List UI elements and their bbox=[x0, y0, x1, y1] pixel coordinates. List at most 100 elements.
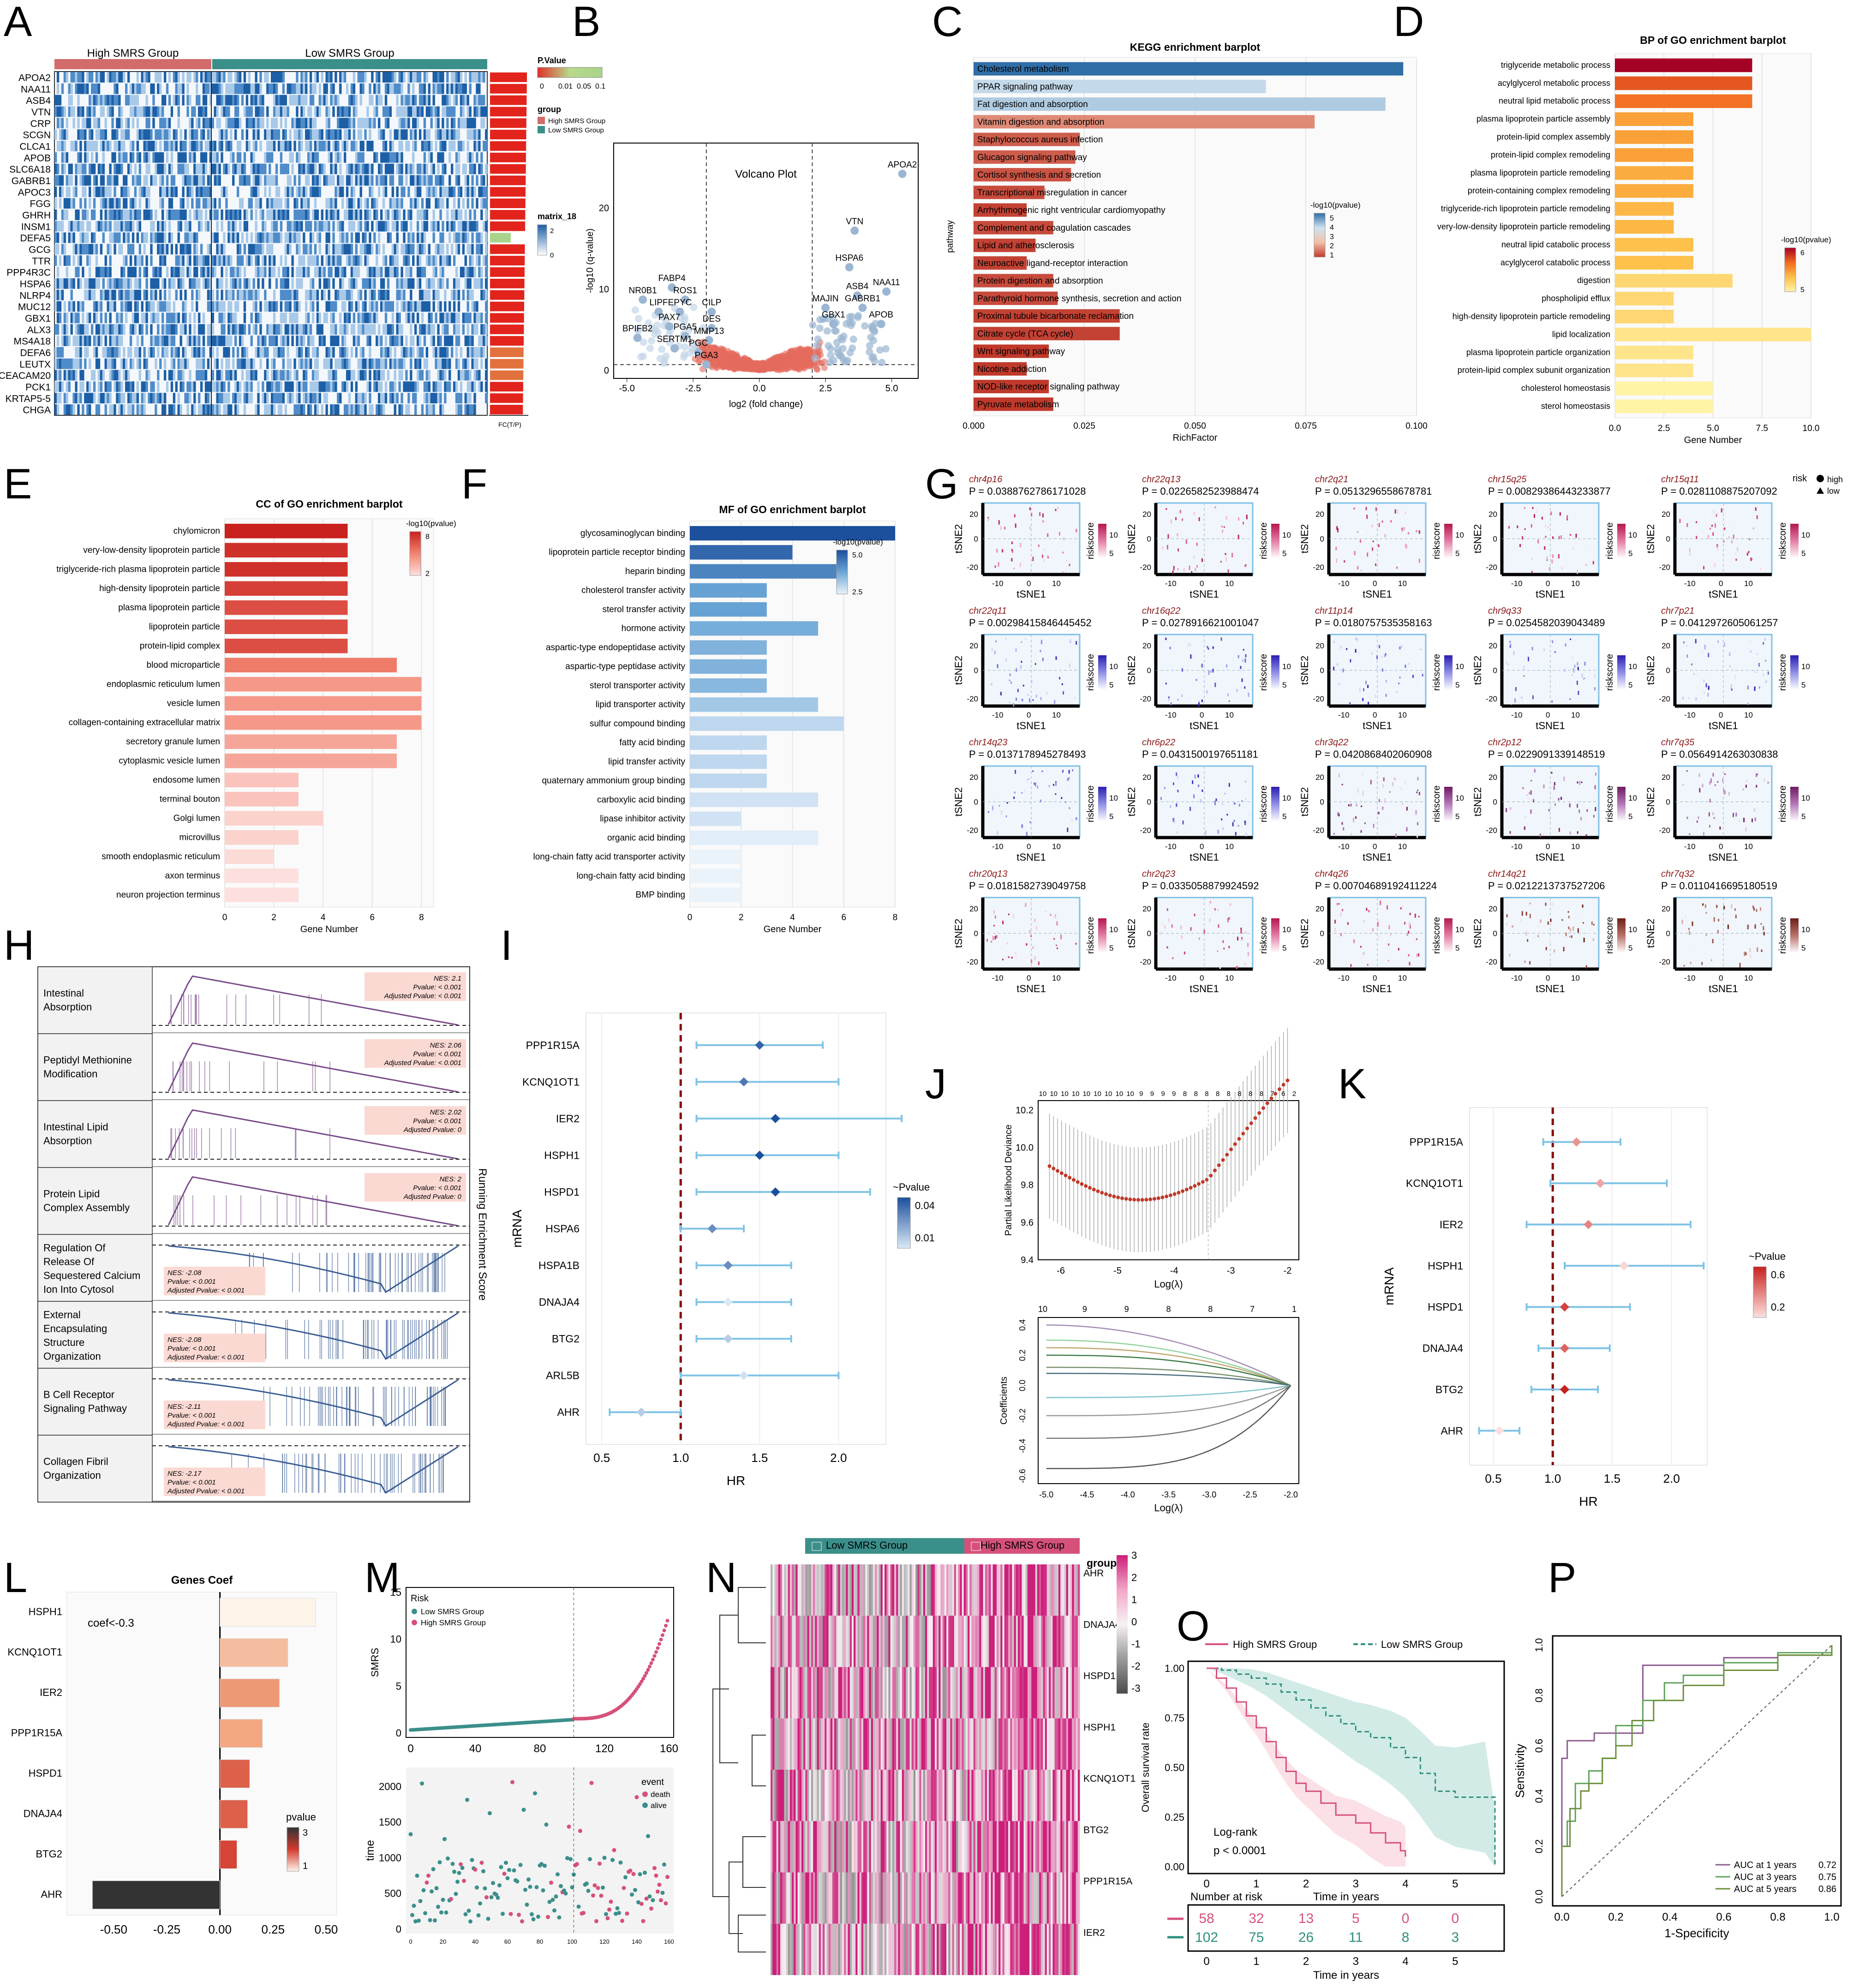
heatmap-cell bbox=[332, 163, 335, 174]
heatmap-cell bbox=[269, 404, 271, 415]
gene-label: VTN bbox=[846, 217, 863, 227]
heatmap-cell bbox=[132, 95, 135, 106]
heatmap-cell bbox=[284, 404, 287, 415]
heatmap-cell bbox=[202, 95, 205, 106]
heatmap-cell bbox=[84, 358, 87, 369]
heatmap-cell bbox=[111, 370, 114, 381]
heatmap-cell bbox=[412, 129, 415, 140]
heatmap-cell bbox=[305, 324, 308, 335]
heatmap-cell bbox=[359, 404, 362, 415]
heatmap-cell bbox=[442, 175, 444, 186]
heatmap-cell bbox=[63, 393, 66, 404]
heatmap-cell bbox=[257, 289, 260, 300]
heatmap-cell bbox=[266, 210, 269, 220]
heatmap-cell bbox=[453, 381, 456, 392]
heatmap-cell bbox=[359, 118, 362, 129]
heatmap-cell bbox=[186, 393, 189, 404]
heatmap-cell bbox=[218, 244, 221, 255]
heatmap-cell bbox=[469, 129, 472, 140]
heatmap-cell bbox=[471, 129, 474, 140]
heatmap-cell bbox=[264, 175, 267, 186]
heatmap-cell bbox=[155, 289, 157, 300]
heatmap-cell bbox=[282, 289, 285, 300]
heatmap-cell bbox=[428, 278, 430, 289]
heatmap-cell bbox=[444, 186, 447, 198]
heatmap-cell bbox=[89, 175, 91, 186]
volcano-point-down bbox=[681, 351, 688, 359]
heatmap-cell bbox=[391, 301, 394, 312]
heatmap-cell bbox=[184, 358, 187, 369]
heatmap-cell bbox=[123, 175, 126, 186]
heatmap-cell bbox=[168, 404, 171, 415]
heatmap-cell bbox=[111, 118, 114, 129]
heatmap-cell bbox=[464, 370, 467, 381]
heatmap-cell bbox=[378, 393, 381, 404]
heatmap-cell bbox=[241, 83, 244, 94]
heatmap-cell bbox=[387, 347, 390, 358]
heatmap-cell bbox=[469, 186, 472, 198]
heatmap-cell bbox=[410, 347, 412, 358]
heatmap-cell bbox=[316, 324, 319, 335]
heatmap-cell bbox=[66, 129, 69, 140]
heatmap-cell bbox=[343, 106, 347, 117]
heatmap-cell bbox=[155, 175, 157, 186]
heatmap-cell bbox=[325, 381, 328, 392]
heatmap-cell bbox=[439, 72, 442, 83]
heatmap-cell bbox=[189, 232, 191, 243]
heatmap-cell bbox=[335, 324, 337, 335]
heatmap-cell bbox=[255, 141, 257, 151]
heatmap-cell bbox=[132, 221, 135, 232]
gene-label: ASB4 bbox=[846, 282, 869, 292]
heatmap-cell bbox=[371, 175, 374, 186]
heatmap-cell bbox=[95, 72, 98, 83]
heatmap-cell bbox=[109, 221, 112, 232]
heatmap-cell bbox=[273, 324, 276, 335]
heatmap-cell bbox=[136, 175, 139, 186]
heatmap-cell bbox=[159, 198, 162, 209]
heatmap-cell bbox=[439, 312, 442, 323]
heatmap-cell bbox=[214, 163, 216, 174]
heatmap-cell bbox=[396, 335, 399, 346]
legend-tick: 0.01 bbox=[558, 83, 573, 90]
heatmap-cell bbox=[382, 186, 385, 198]
volcano-point-down bbox=[640, 353, 647, 360]
heatmap-cell bbox=[100, 129, 103, 140]
heatmap-cell bbox=[437, 289, 440, 300]
heatmap-cell bbox=[223, 301, 226, 312]
heatmap-cell bbox=[366, 358, 369, 369]
heatmap-cell bbox=[471, 72, 474, 83]
heatmap-cell bbox=[200, 106, 203, 117]
heatmap-cell bbox=[464, 210, 467, 220]
heatmap-cell bbox=[145, 152, 148, 163]
heatmap-cell bbox=[159, 163, 162, 174]
heatmap-cell bbox=[350, 210, 353, 220]
heatmap-cell bbox=[382, 301, 385, 312]
gene-label: KRTAP5-5 bbox=[6, 394, 51, 404]
heatmap-cell bbox=[430, 278, 433, 289]
heatmap-cell bbox=[403, 244, 406, 255]
heatmap-cell bbox=[123, 198, 126, 209]
heatmap-cell bbox=[444, 312, 447, 323]
heatmap-cell bbox=[405, 118, 408, 129]
heatmap-cell bbox=[100, 312, 103, 323]
heatmap-cell bbox=[259, 163, 262, 174]
heatmap-cell bbox=[353, 95, 356, 106]
heatmap-cell bbox=[318, 381, 322, 392]
heatmap-cell bbox=[118, 106, 121, 117]
heatmap-cell bbox=[332, 210, 335, 220]
heatmap-cell bbox=[275, 347, 278, 358]
heatmap-cell bbox=[97, 335, 101, 346]
heatmap-cell bbox=[350, 141, 353, 151]
heatmap-cell bbox=[350, 83, 353, 94]
volcano-point-down bbox=[635, 315, 643, 323]
heatmap-cell bbox=[448, 95, 451, 106]
heatmap-cell bbox=[241, 175, 244, 186]
heatmap-cell bbox=[111, 152, 114, 163]
heatmap-cell bbox=[61, 210, 64, 220]
heatmap-cell bbox=[262, 393, 264, 404]
heatmap-cell bbox=[155, 72, 157, 83]
heatmap-cell bbox=[250, 244, 253, 255]
heatmap-cell bbox=[100, 163, 103, 174]
heatmap-cell bbox=[394, 255, 396, 266]
heatmap-cell bbox=[211, 335, 214, 346]
